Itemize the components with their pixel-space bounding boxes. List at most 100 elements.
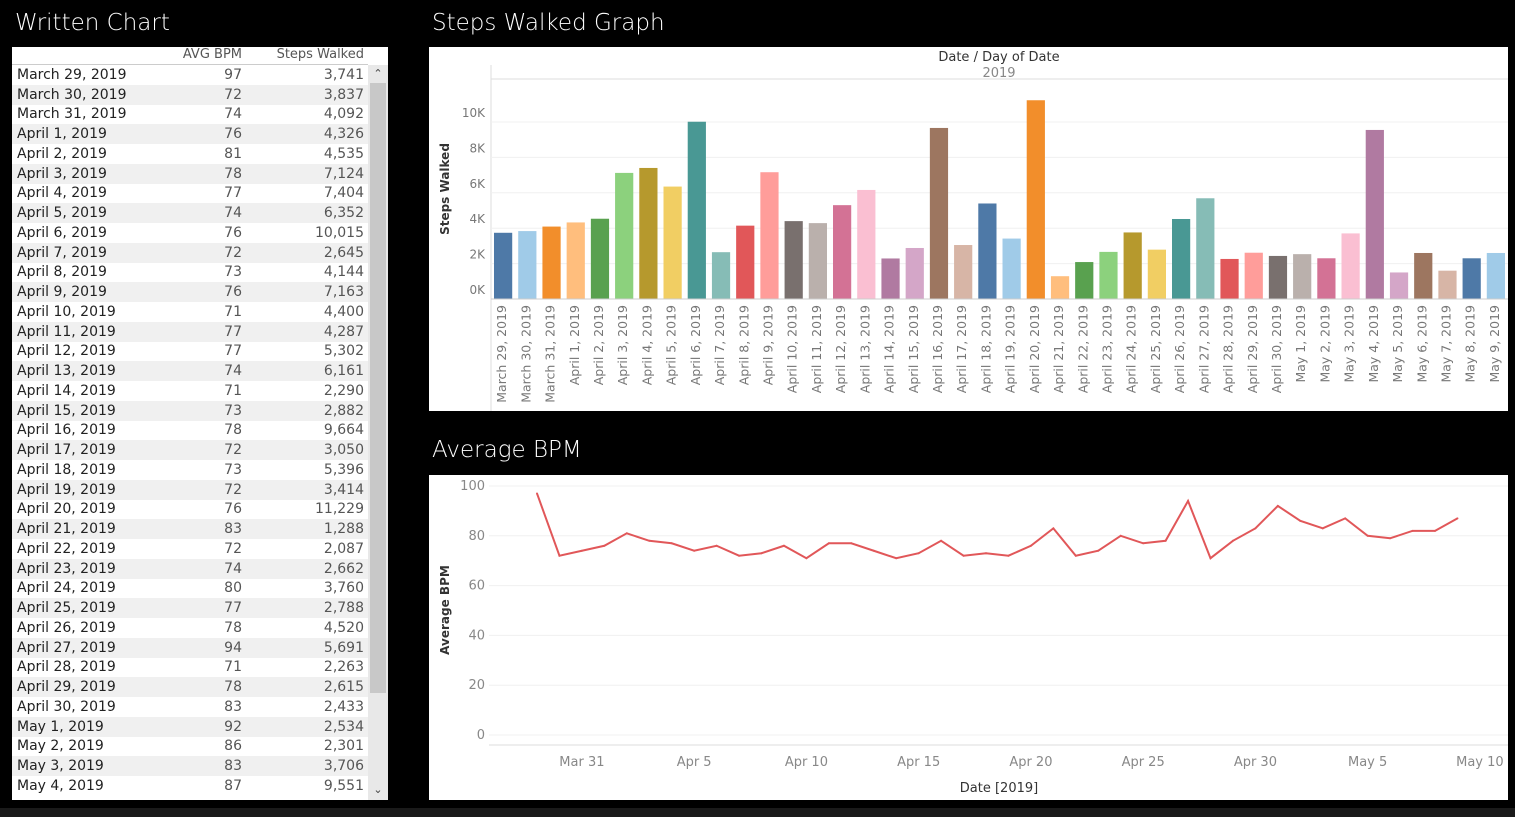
x-tick-label: May 10 xyxy=(1456,755,1504,770)
header-avg-bpm: AVG BPM xyxy=(182,47,242,62)
bar xyxy=(736,225,755,299)
table-row: April 8, 2019 73 4,144 xyxy=(12,263,368,283)
table-row: April 26, 2019 78 4,520 xyxy=(12,618,368,638)
bar xyxy=(1196,198,1215,299)
data-point xyxy=(1209,557,1212,560)
data-point xyxy=(715,544,718,547)
data-point xyxy=(693,549,696,552)
data-point xyxy=(558,554,561,557)
bar xyxy=(542,226,561,299)
row-date: April 2, 2019 xyxy=(17,145,107,162)
bar xyxy=(711,252,731,299)
data-point xyxy=(1321,527,1324,530)
table-header: AVG BPM Steps Walked xyxy=(12,47,368,65)
row-steps: 2,645 xyxy=(323,244,364,261)
row-date: April 29, 2019 xyxy=(17,679,116,696)
bar xyxy=(663,186,682,299)
x-tick-label: Apr 5 xyxy=(677,755,712,770)
bottom-bar xyxy=(0,808,1515,817)
x-tick-label: May 9, 2019 xyxy=(1487,305,1502,383)
row-avg-bpm: 74 xyxy=(224,363,242,380)
row-avg-bpm: 77 xyxy=(224,185,242,202)
row-date: March 29, 2019 xyxy=(17,66,127,83)
x-tick-label: Apr 10 xyxy=(785,755,828,770)
row-date: April 16, 2019 xyxy=(17,422,116,439)
table-row: April 15, 2019 73 2,882 xyxy=(12,400,368,421)
chevron-down-icon[interactable]: ⌄ xyxy=(373,783,383,796)
y-tick-label: 0 xyxy=(477,728,485,743)
y-tick-label: 100 xyxy=(460,479,485,494)
table-row: April 4, 2019 77 7,404 xyxy=(12,184,368,204)
bar xyxy=(1462,258,1481,299)
row-date: April 9, 2019 xyxy=(17,284,107,301)
table-row: April 20, 2019 76 11,229 xyxy=(12,500,368,520)
row-avg-bpm: 77 xyxy=(224,343,242,360)
data-point xyxy=(1366,534,1369,537)
table-row: April 11, 2019 77 4,287 xyxy=(12,321,368,342)
data-point xyxy=(1411,529,1414,532)
y-tick-label: 80 xyxy=(468,529,485,544)
x-tick-label: April 18, 2019 xyxy=(978,305,993,393)
row-date: April 18, 2019 xyxy=(17,461,116,478)
table-row: May 3, 2019 83 3,706 xyxy=(12,756,368,776)
bar xyxy=(1220,258,1239,299)
bar xyxy=(615,172,634,299)
bar xyxy=(1050,276,1070,299)
row-avg-bpm: 72 xyxy=(224,86,242,103)
data-point xyxy=(1164,539,1167,542)
table-row: April 27, 2019 94 5,691 xyxy=(12,637,368,658)
bar xyxy=(566,222,585,299)
x-tick-label: March 29, 2019 xyxy=(494,305,509,403)
row-steps: 4,287 xyxy=(323,323,364,340)
data-point xyxy=(1052,527,1055,530)
x-tick-label: April 21, 2019 xyxy=(1051,305,1066,393)
table-row: April 2, 2019 81 4,535 xyxy=(12,144,368,164)
bar xyxy=(687,121,706,299)
row-avg-bpm: 77 xyxy=(224,323,242,340)
row-avg-bpm: 78 xyxy=(224,165,242,182)
bar xyxy=(857,189,876,299)
row-date: May 4, 2019 xyxy=(17,777,104,794)
row-steps: 7,404 xyxy=(323,185,364,202)
row-date: April 3, 2019 xyxy=(17,165,107,182)
row-steps: 2,662 xyxy=(323,560,364,577)
data-point xyxy=(603,544,606,547)
row-date: April 17, 2019 xyxy=(17,442,116,459)
data-point xyxy=(1276,504,1279,507)
row-date: April 30, 2019 xyxy=(17,698,116,715)
data-point xyxy=(962,554,965,557)
data-point xyxy=(670,542,673,545)
row-avg-bpm: 77 xyxy=(224,600,242,617)
scrollbar-thumb[interactable] xyxy=(370,83,386,693)
row-date: April 1, 2019 xyxy=(17,126,107,143)
x-tick-label: April 29, 2019 xyxy=(1245,305,1260,393)
table-row: April 17, 2019 72 3,050 xyxy=(12,440,368,460)
table-row: April 7, 2019 72 2,645 xyxy=(12,242,368,263)
table-row: April 12, 2019 77 5,302 xyxy=(12,342,368,362)
row-avg-bpm: 97 xyxy=(224,66,242,83)
row-avg-bpm: 74 xyxy=(224,560,242,577)
bar xyxy=(1341,233,1360,299)
row-steps: 4,144 xyxy=(323,264,364,281)
x-tick-label: April 24, 2019 xyxy=(1124,305,1139,393)
data-point xyxy=(1074,554,1077,557)
row-avg-bpm: 78 xyxy=(224,422,242,439)
table-row: April 3, 2019 78 7,124 xyxy=(12,163,368,184)
data-point xyxy=(850,542,853,545)
row-steps: 7,124 xyxy=(323,165,364,182)
bar xyxy=(1389,272,1409,299)
bar xyxy=(1147,249,1166,299)
table-row: April 1, 2019 76 4,326 xyxy=(12,124,368,144)
chart-subheader: 2019 xyxy=(982,66,1015,81)
x-tick-label: May 8, 2019 xyxy=(1463,305,1478,383)
row-steps: 4,400 xyxy=(323,303,364,320)
row-date: May 2, 2019 xyxy=(17,738,104,755)
x-tick-label: April 15, 2019 xyxy=(906,305,921,393)
data-point xyxy=(648,539,651,542)
data-point xyxy=(738,554,741,557)
data-point xyxy=(1097,549,1100,552)
bar xyxy=(590,218,610,299)
scrollbar[interactable]: ⌃ ⌄ xyxy=(368,65,388,800)
data-point xyxy=(805,557,808,560)
chevron-up-icon[interactable]: ⌃ xyxy=(373,67,383,80)
